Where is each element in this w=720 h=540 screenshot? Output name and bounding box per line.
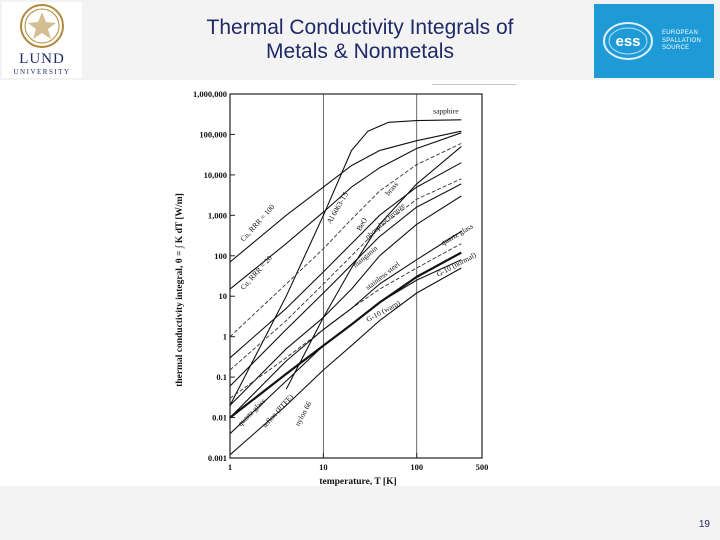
lund-university-logo: LUND UNIVERSITY: [2, 2, 82, 78]
y-tick-label: 0.1: [216, 372, 227, 382]
ess-line-3: SOURCE: [662, 45, 690, 51]
x-axis-label: temperature, T [K]: [319, 477, 396, 487]
page-number: 19: [698, 519, 710, 530]
lund-logo-subtitle: UNIVERSITY: [13, 68, 71, 76]
slide-title-line-1: Thermal Conductivity Integrals of: [206, 16, 514, 39]
y-axis-label: thermal conductivity integral, θ = ∫ K d…: [175, 193, 185, 387]
series-line-stainless-steel: [229, 195, 462, 406]
ess-line-2: SPALLATION: [662, 37, 702, 44]
annotation-label: sapphire: [433, 106, 459, 115]
annotation-label: Cu, RRR = 100: [238, 202, 276, 243]
annotation-label: quartz glass: [439, 222, 474, 248]
annotation-label: brass: [383, 180, 400, 198]
slide-header: LUND UNIVERSITY Thermal Conductivity Int…: [0, 0, 720, 80]
slide-footer: 19: [0, 486, 720, 540]
y-tick-label: 100,000: [199, 129, 227, 139]
x-tick-label: 1: [228, 462, 232, 472]
x-tick-label: 500: [476, 462, 489, 472]
lund-logo-word: LUND: [19, 51, 65, 67]
series-line-teflon-ptfe: [229, 259, 462, 435]
annotation-label: phosphor bronze: [363, 200, 407, 241]
ess-mark-text: ess: [615, 33, 640, 50]
ess-mark-icon: ess: [603, 22, 653, 60]
lund-seal-icon: [20, 4, 64, 48]
slide-title-line-2: Metals & Nonmetals: [266, 40, 454, 63]
y-tick-label: 0.01: [212, 413, 227, 423]
x-tick-label: 10: [319, 462, 328, 472]
ess-logo-text: EUROPEAN SPALLATION SOURCE: [662, 30, 701, 53]
series-line-nylon-66: [229, 267, 462, 456]
annotation-label: Cu, RRR = 20: [238, 253, 274, 291]
series-line-quartz-glass: [229, 230, 462, 418]
y-tick-label: 1: [223, 332, 227, 342]
y-tick-label: 0.001: [208, 453, 227, 463]
plot-area-frame: [229, 93, 483, 459]
series-line-phosphor-bronze: [229, 178, 462, 371]
ess-line-1: EUROPEAN: [662, 30, 699, 36]
y-tick-label: 100: [214, 251, 227, 261]
x-tick-label: 100: [410, 462, 423, 472]
annotation-label: teflon (PTFE): [260, 392, 295, 430]
ess-logo: ess EUROPEAN SPALLATION SOURCE: [594, 4, 714, 78]
y-tick-label: 10,000: [204, 170, 227, 180]
series-line-cu-rrr-100: [229, 130, 462, 263]
series-line-brass: [229, 162, 462, 359]
series-line-cu-rrr-20: [229, 132, 462, 290]
slide-title: Thermal Conductivity Integrals of Metals…: [120, 16, 600, 64]
chart-figure: 0.001 0.01 0.1 1 10 100 1,000 10,000 100,000 1,00…: [162, 83, 516, 492]
series-line-beo: [285, 146, 462, 390]
thermal-conductivity-chart: 0.001 0.01 0.1 1 10 100 1,000 10,000 100,000 1,00…: [175, 83, 516, 487]
y-tick-label: 10: [219, 291, 228, 301]
series-line-sapphire: [229, 119, 462, 406]
annotation-label: nylon 66: [293, 400, 313, 428]
y-tick-label: 1,000,000: [193, 89, 227, 99]
y-tick-label: 1,000: [208, 210, 227, 220]
series-line-manganin: [229, 183, 462, 387]
series-line-al-6063-t5: [229, 142, 462, 338]
